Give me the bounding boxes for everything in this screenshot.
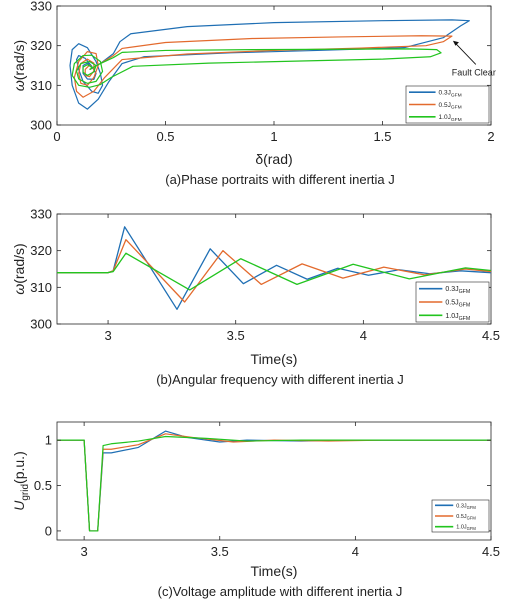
legend-label-1: 0.5JGFM	[445, 299, 470, 308]
x-tick-label: 0.5	[156, 129, 174, 144]
y-axis-label: ω(rad/s)	[11, 243, 27, 294]
series-line-0	[57, 226, 491, 310]
x-axis-label: Time(s)	[251, 563, 298, 579]
x-tick-label: 4.5	[482, 544, 500, 559]
y-axis-label-main: U	[11, 500, 27, 511]
annotation-text: Fault Clear	[452, 67, 496, 77]
y-axis-label-sub: grid	[20, 484, 31, 501]
annotation-arrowhead	[452, 40, 459, 46]
legend-label-2: 1.0JGFM	[445, 313, 470, 322]
legend-subscript: GFM	[451, 105, 462, 111]
series-lines	[57, 430, 491, 532]
x-tick-label: 3.5	[211, 544, 229, 559]
legend-name: 0.3J	[445, 286, 458, 293]
x-tick-label: 1.5	[373, 129, 391, 144]
y-tick-label: 320	[30, 38, 52, 53]
legend-subscript: GFM	[459, 289, 471, 295]
series-lines	[69, 19, 470, 110]
y-tick-label: 310	[30, 280, 52, 295]
legend-subscript: GFM	[459, 303, 471, 309]
legend-name: 1.0J	[445, 313, 458, 320]
legend-subscript: GFM	[451, 117, 462, 123]
legend-label-0: 0.3JGFM	[456, 503, 476, 510]
annotation-arrow	[453, 41, 477, 65]
x-tick-label: 3	[104, 328, 111, 343]
legend-subscript: GFM	[467, 516, 477, 521]
chart-c: 3 3.5 4 4.5 0 0.5 1 Time(s) Ugrid(p.u.) (c)Voltag…	[11, 421, 500, 599]
x-tick-label: 3.5	[227, 328, 245, 343]
y-tick-label: 300	[30, 118, 52, 133]
y-axis-label-main: ω	[11, 80, 27, 91]
x-tick-label: 4	[360, 328, 367, 343]
legend-name: 0.3J	[456, 503, 467, 509]
y-tick-label: 310	[30, 78, 52, 93]
legend-label-2: 1.0JGFM	[439, 114, 462, 123]
legend-name: 0.5J	[445, 299, 458, 306]
series-line-2	[57, 252, 491, 291]
x-tick-label: 4	[352, 544, 359, 559]
series-line-1	[73, 35, 453, 98]
y-axis-label-unit: (rad/s)	[11, 40, 27, 80]
chart-a: 0 0.5 1 1.5 2 300 310 320 330 δ(rad) ω(rad/s) (a)Ph…	[11, 0, 496, 187]
legend-label-0: 0.3JGFM	[445, 286, 470, 295]
legend-name: 0.5J	[439, 102, 451, 109]
legend-subscript: GFM	[467, 505, 477, 510]
legend-label-2: 1.0JGFM	[456, 525, 476, 532]
y-tick-label: 330	[30, 207, 52, 222]
chart-caption: (a)Phase portraits with different inerti…	[165, 172, 395, 187]
legend-label-1: 0.5JGFM	[439, 102, 462, 111]
legend-name: 0.3J	[439, 89, 451, 96]
y-tick-label: 320	[30, 243, 52, 258]
x-tick-label: 4.5	[482, 328, 500, 343]
legend-name: 1.0J	[456, 525, 467, 531]
y-tick-label: 1	[45, 433, 52, 448]
x-tick-label: 3	[81, 544, 88, 559]
x-tick-label: 0	[53, 129, 60, 144]
chart-b: 3 3.5 4 4.5 300 310 320 330 Time(s) ω(rad/s) (b)An…	[11, 207, 500, 388]
x-tick-label: 1	[270, 129, 277, 144]
y-tick-label: 330	[30, 0, 52, 14]
series-lines	[57, 226, 491, 310]
series-line-2	[57, 435, 491, 532]
series-line-2	[71, 48, 442, 88]
x-axis-label: δ(rad)	[255, 151, 292, 167]
legend-label-1: 0.5JGFM	[456, 514, 476, 521]
y-axis-label: Ugrid(p.u.)	[11, 451, 31, 511]
legend-name: 1.0J	[439, 114, 451, 121]
chart-caption: (b)Angular frequency with different iner…	[156, 372, 404, 387]
legend-subscript: GFM	[451, 92, 462, 98]
x-axis-label: Time(s)	[251, 351, 298, 367]
y-axis-label-unit: (p.u.)	[11, 451, 27, 484]
x-tick-label: 2	[487, 129, 494, 144]
y-tick-label: 300	[30, 317, 52, 332]
y-axis-label-main: ω	[11, 284, 27, 295]
chart-caption: (c)Voltage amplitude with different iner…	[158, 584, 403, 599]
legend-subscript: GFM	[459, 316, 471, 322]
legend-name: 0.5J	[456, 514, 467, 520]
y-axis-label-unit: (rad/s)	[11, 243, 27, 283]
y-tick-label: 0	[45, 523, 52, 538]
legend-subscript: GFM	[467, 526, 477, 531]
legend-label-0: 0.3JGFM	[439, 89, 462, 98]
y-tick-label: 0.5	[34, 478, 52, 493]
y-axis-label: ω(rad/s)	[11, 40, 27, 91]
